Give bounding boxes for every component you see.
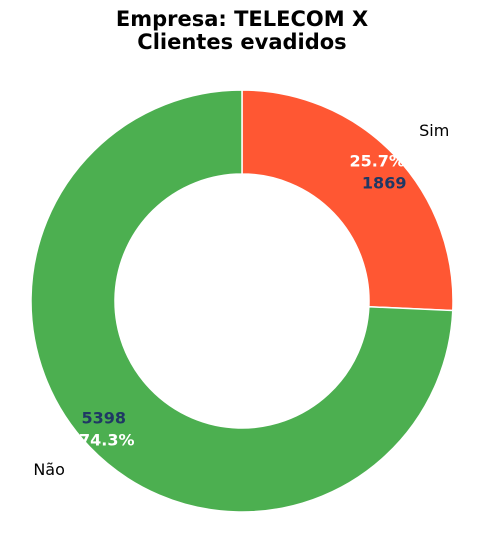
percent-label-n-o: 74.3% — [79, 431, 135, 450]
percent-label-sim: 25.7% — [349, 151, 405, 170]
slice-n-o — [30, 89, 454, 513]
chart-subtitle: Clientes evadidos — [137, 30, 346, 54]
slice-label-n-o: Não — [33, 460, 65, 479]
chart-title: Empresa: TELECOM X — [116, 7, 368, 31]
count-label-n-o: 5398 — [82, 409, 127, 428]
donut-labels: Sim 25.7% 1869 Não 5398 74.3% — [33, 121, 449, 479]
count-label-sim: 1869 — [362, 173, 407, 192]
slice-sim — [241, 89, 454, 312]
slice-label-sim: Sim — [419, 121, 449, 140]
donut-slices — [30, 89, 454, 513]
